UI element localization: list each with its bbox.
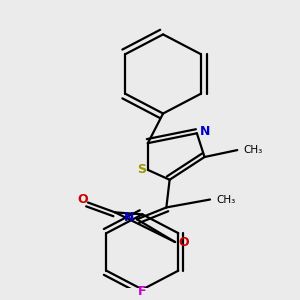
Text: F: F: [138, 285, 147, 298]
Text: O: O: [178, 236, 189, 248]
Text: CH₃: CH₃: [217, 194, 236, 205]
Text: S: S: [137, 164, 146, 176]
Text: CH₃: CH₃: [244, 145, 263, 155]
Text: O: O: [78, 193, 88, 206]
Text: N: N: [124, 211, 134, 224]
Text: N: N: [200, 125, 210, 138]
